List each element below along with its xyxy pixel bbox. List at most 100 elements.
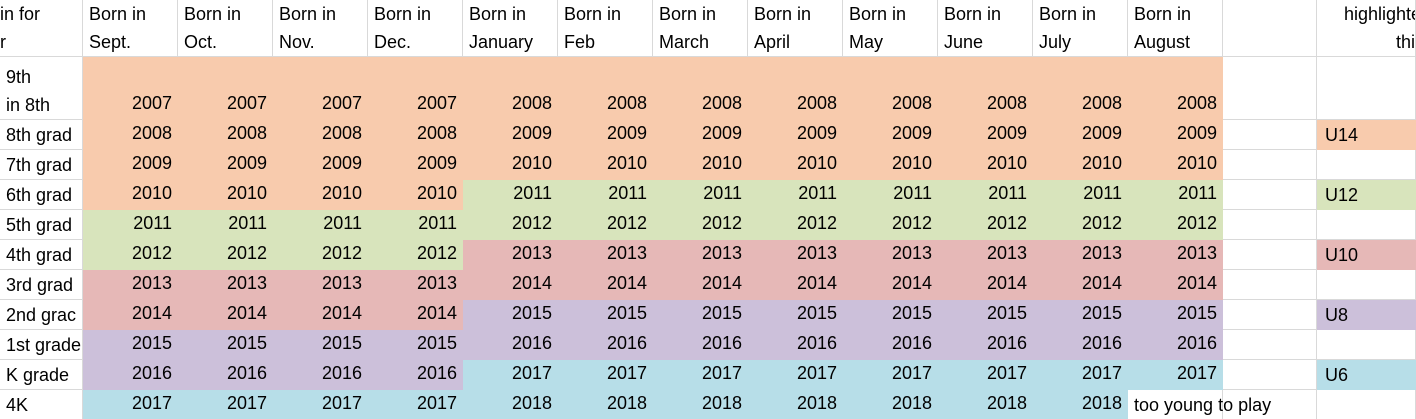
cell-line: r xyxy=(0,32,6,52)
year-cell: 2013 xyxy=(1033,240,1128,270)
year-cell: 2012 xyxy=(1033,210,1128,240)
year-cell: 2017 xyxy=(1128,360,1223,390)
year-cell: 2011 xyxy=(558,180,653,210)
header-cell: Born in July xyxy=(1033,0,1128,57)
year-cell: 2018 xyxy=(843,390,938,419)
year-cell: 2015 xyxy=(83,330,178,360)
year-cell: 2018 xyxy=(938,390,1033,419)
empty-cell xyxy=(1223,120,1317,150)
cell-line: Nov. xyxy=(279,32,315,52)
year-cell: 2010 xyxy=(843,150,938,180)
header-cell: Born in Nov. xyxy=(273,0,368,57)
empty-cell xyxy=(1223,0,1317,57)
cell-line: June xyxy=(944,32,984,52)
cell-line: 4K xyxy=(6,395,29,415)
cell-line: 7th grad xyxy=(6,155,73,175)
header-cell: Born in Feb xyxy=(558,0,653,57)
year-cell: 2017 xyxy=(748,360,843,390)
empty-cell xyxy=(1223,240,1317,270)
cell-line: 1st grade xyxy=(6,335,82,355)
cell-line: Born in xyxy=(754,4,812,24)
year-cell: 2011 xyxy=(938,180,1033,210)
note-cell: too young to play xyxy=(1128,390,1271,419)
year-cell: 2015 xyxy=(368,330,463,360)
cell-line: Born in xyxy=(944,4,1002,24)
year-cell: 2010 xyxy=(558,150,653,180)
year-cell: 2017 xyxy=(368,390,463,419)
year-cell: 2014 xyxy=(1033,270,1128,300)
tag-cell: U12 xyxy=(1317,180,1416,210)
year-cell: 2011 xyxy=(843,180,938,210)
year-cell: 2012 xyxy=(368,240,463,270)
year-cell: 2007 xyxy=(273,57,368,120)
empty-cell xyxy=(1223,300,1317,330)
year-cell: 2008 xyxy=(368,120,463,150)
header-cell: highlighte thi xyxy=(1317,0,1416,57)
tag-cell: U6 xyxy=(1317,360,1416,390)
year-cell: 2016 xyxy=(843,330,938,360)
year-cell: 2007 xyxy=(178,57,273,120)
year-cell: 2014 xyxy=(938,270,1033,300)
tag-cell: U8 xyxy=(1317,300,1416,330)
year-cell: 2012 xyxy=(843,210,938,240)
year-cell: 2013 xyxy=(83,270,178,300)
cell-line: highlighte xyxy=(1343,4,1416,24)
header-cell: Born in April xyxy=(748,0,843,57)
cell-line: 9th xyxy=(6,67,32,87)
header-cell: Born in Sept. xyxy=(83,0,178,57)
cell-line: Sept. xyxy=(89,32,132,52)
header-cell: Born in May xyxy=(843,0,938,57)
row-label: 2nd grac xyxy=(0,300,83,330)
year-cell: 2017 xyxy=(83,390,178,419)
year-cell: 2014 xyxy=(463,270,558,300)
cell-line: Born in xyxy=(1134,4,1192,24)
row-label: K grade xyxy=(0,360,83,390)
year-cell: 2009 xyxy=(843,120,938,150)
cell-line: 3rd grad xyxy=(6,275,74,295)
year-cell: 2016 xyxy=(463,330,558,360)
cell-line: 2nd grac xyxy=(6,305,77,325)
year-cell: 2015 xyxy=(1033,300,1128,330)
cell-line: Dec. xyxy=(374,32,412,52)
cell-line: Born in xyxy=(469,4,527,24)
year-cell: 2018 xyxy=(463,390,558,419)
tag-cell: U14 xyxy=(1317,120,1416,150)
cell-line: Born in xyxy=(849,4,907,24)
year-cell: 2013 xyxy=(368,270,463,300)
empty-cell xyxy=(1223,180,1317,210)
year-cell: 2016 xyxy=(368,360,463,390)
year-cell: 2015 xyxy=(843,300,938,330)
cell-line: 5th grad xyxy=(6,215,73,235)
cell-line: 8th grad xyxy=(6,125,73,145)
year-cell: 2018 xyxy=(558,390,653,419)
year-cell: 2017 xyxy=(273,390,368,419)
cell-line: Oct. xyxy=(184,32,218,52)
row-label: 4K xyxy=(0,390,83,419)
cell-line: thi xyxy=(1395,32,1415,52)
year-cell: 2014 xyxy=(748,270,843,300)
year-cell: 2017 xyxy=(463,360,558,390)
header-cell: Born in August xyxy=(1128,0,1223,57)
year-cell: 2013 xyxy=(653,240,748,270)
year-cell: 2014 xyxy=(558,270,653,300)
year-cell: 2013 xyxy=(558,240,653,270)
year-cell: 2011 xyxy=(748,180,843,210)
row-label: 6th grad xyxy=(0,180,83,210)
year-cell: 2008 xyxy=(83,120,178,150)
year-cell: 2013 xyxy=(273,270,368,300)
empty-cell xyxy=(1317,210,1416,240)
year-cell: 2012 xyxy=(938,210,1033,240)
row-label: 3rd grad xyxy=(0,270,83,300)
year-cell: 2011 xyxy=(653,180,748,210)
year-cell: 2013 xyxy=(843,240,938,270)
cell-line: K grade xyxy=(6,365,70,385)
year-cell: 2016 xyxy=(653,330,748,360)
cell-line: 4th grad xyxy=(6,245,73,265)
year-cell: 2010 xyxy=(273,180,368,210)
row-label: 1st grade xyxy=(0,330,83,360)
year-cell: 2017 xyxy=(653,360,748,390)
year-cell: 2011 xyxy=(83,210,178,240)
header-cell: Born in Dec. xyxy=(368,0,463,57)
empty-cell xyxy=(1317,270,1416,300)
